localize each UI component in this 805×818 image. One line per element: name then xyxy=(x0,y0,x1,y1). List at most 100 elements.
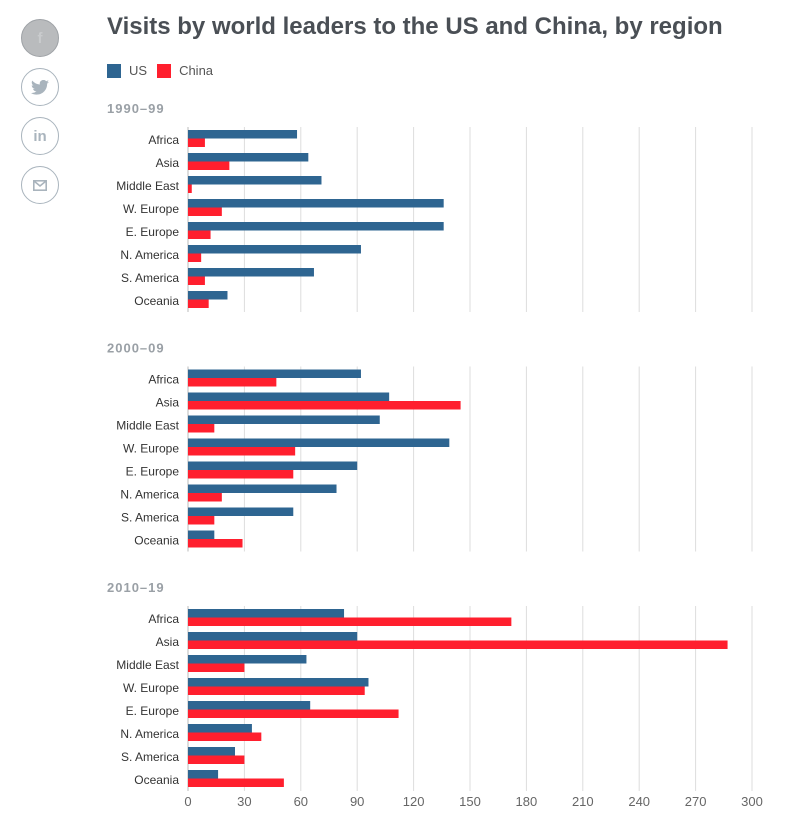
bar-china xyxy=(188,640,728,649)
bar-us xyxy=(188,369,361,378)
x-tick-label: 150 xyxy=(459,794,481,809)
category-label: Oceania xyxy=(134,294,179,308)
bar-china xyxy=(188,778,284,787)
twitter-icon xyxy=(31,79,49,95)
category-label: E. Europe xyxy=(126,465,180,479)
category-label: E. Europe xyxy=(126,704,180,718)
bar-us xyxy=(188,609,345,618)
bar-china xyxy=(188,470,294,479)
bar-china xyxy=(188,732,262,741)
twitter-share-button[interactable] xyxy=(21,68,59,106)
linkedin-icon: in xyxy=(33,127,47,145)
bar-us xyxy=(188,770,219,779)
bar-us xyxy=(188,268,314,277)
category-label: Oceania xyxy=(134,534,179,548)
bar-china xyxy=(188,184,192,193)
email-share-button[interactable] xyxy=(21,166,59,204)
bar-us xyxy=(188,199,444,208)
bar-china xyxy=(188,276,205,285)
bar-china xyxy=(188,138,205,147)
category-label: W. Europe xyxy=(123,681,179,695)
x-tick-label: 300 xyxy=(741,794,763,809)
category-label: Oceania xyxy=(134,773,179,787)
bar-china xyxy=(188,253,202,262)
category-label: N. America xyxy=(120,248,179,262)
chart-title: Visits by world leaders to the US and Ch… xyxy=(107,13,723,40)
category-label: Asia xyxy=(156,396,180,410)
category-label: E. Europe xyxy=(126,225,180,239)
category-label: Middle East xyxy=(116,658,179,672)
bar-china xyxy=(188,447,296,456)
bar-us xyxy=(188,701,311,710)
x-tick-label: 60 xyxy=(294,794,308,809)
bar-china xyxy=(188,230,211,239)
bar-us xyxy=(188,415,380,424)
x-tick-label: 180 xyxy=(516,794,538,809)
category-label: Middle East xyxy=(116,419,179,433)
x-tick-label: 210 xyxy=(572,794,594,809)
category-label: Africa xyxy=(148,133,179,147)
linkedin-share-button[interactable]: in xyxy=(21,117,59,155)
bar-china xyxy=(188,663,245,672)
bar-us xyxy=(188,678,369,687)
category-label: Africa xyxy=(148,612,179,626)
bar-china xyxy=(188,617,512,626)
bar-us xyxy=(188,176,322,185)
bar-china xyxy=(188,493,222,502)
bar-us xyxy=(188,438,450,447)
bar-us xyxy=(188,392,390,401)
category-label: N. America xyxy=(120,488,179,502)
bar-china xyxy=(188,378,277,387)
category-label: S. America xyxy=(121,511,179,525)
category-label: Asia xyxy=(156,156,180,170)
panel-title: 2000–09 xyxy=(107,341,165,356)
email-icon xyxy=(33,179,47,191)
bar-china xyxy=(188,207,222,216)
bar-china xyxy=(188,755,245,764)
legend-swatch-china xyxy=(157,63,172,78)
bar-us xyxy=(188,245,361,254)
facebook-icon: f xyxy=(37,29,43,47)
bar-us xyxy=(188,130,298,139)
x-tick-label: 90 xyxy=(350,794,364,809)
panel-title: 2010–19 xyxy=(107,580,165,595)
bar-us xyxy=(188,655,307,664)
category-label: N. America xyxy=(120,727,179,741)
category-label: Africa xyxy=(148,373,179,387)
bar-us xyxy=(188,484,337,493)
bar-us xyxy=(188,222,444,231)
bar-us xyxy=(188,632,358,641)
category-label: S. America xyxy=(121,271,179,285)
bar-us xyxy=(188,530,215,539)
bar-china xyxy=(188,539,243,548)
x-tick-label: 240 xyxy=(628,794,650,809)
facebook-share-button[interactable]: f xyxy=(21,19,59,57)
category-label: S. America xyxy=(121,750,179,764)
x-tick-label: 0 xyxy=(184,794,191,809)
bar-china xyxy=(188,686,365,695)
category-label: W. Europe xyxy=(123,202,179,216)
category-label: W. Europe xyxy=(123,442,179,456)
bar-china xyxy=(188,299,209,308)
category-label: Asia xyxy=(156,635,180,649)
x-tick-label: 120 xyxy=(403,794,425,809)
legend-label-us: US xyxy=(129,63,148,78)
category-label: Middle East xyxy=(116,179,179,193)
legend-swatch-us xyxy=(107,63,121,78)
bar-china xyxy=(188,401,461,410)
bar-china xyxy=(188,709,399,718)
bar-china xyxy=(188,516,215,525)
bar-us xyxy=(188,291,228,300)
bar-china xyxy=(188,161,230,170)
legend: US China xyxy=(107,63,213,78)
x-tick-label: 30 xyxy=(237,794,251,809)
bar-us xyxy=(188,153,309,162)
legend-label-china: China xyxy=(179,63,214,78)
x-tick-label: 270 xyxy=(685,794,707,809)
bar-us xyxy=(188,724,252,733)
bar-us xyxy=(188,461,358,470)
panel-title: 1990–99 xyxy=(107,101,165,116)
bar-china xyxy=(188,424,215,433)
